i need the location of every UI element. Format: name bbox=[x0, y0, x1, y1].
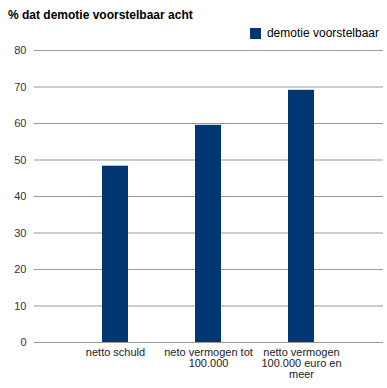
svg-text:80: 80 bbox=[14, 44, 26, 56]
svg-text:0: 0 bbox=[20, 336, 26, 348]
svg-text:neto vermogen tot100.000: neto vermogen tot100.000 bbox=[164, 346, 253, 369]
svg-text:40: 40 bbox=[14, 190, 26, 202]
svg-text:30: 30 bbox=[14, 227, 26, 239]
html-text:demotie voorstelbaar: demotie voorstelbaar bbox=[266, 26, 379, 40]
svg-text:netto vermogen100.000 euro enm: netto vermogen100.000 euro enmeer bbox=[261, 346, 341, 380]
svg-text:50: 50 bbox=[14, 154, 26, 166]
svg-text:20: 20 bbox=[14, 263, 26, 275]
svg-text:10: 10 bbox=[14, 300, 26, 312]
svg-text:70: 70 bbox=[14, 81, 26, 93]
svg-text:60: 60 bbox=[14, 117, 26, 129]
svg-text:netto schuld: netto schuld bbox=[86, 346, 145, 358]
html-text:% dat demotie voorstelbaar ach: % dat demotie voorstelbaar acht bbox=[8, 8, 193, 22]
